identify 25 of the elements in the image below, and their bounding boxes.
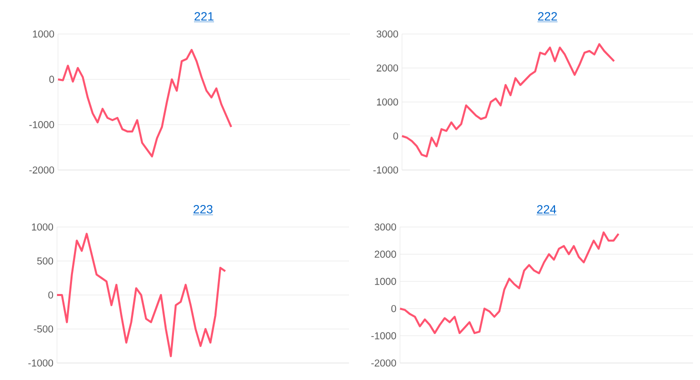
y-tick-label: 0 [393,132,398,140]
y-tick-label: 2000 [374,250,396,258]
y-tick-label: 0 [391,305,396,312]
y-tick-label: 1000 [374,278,396,285]
y-tick-label: -2000 [371,359,396,367]
y-tick-label: 0 [48,291,54,299]
y-tick-label: 3000 [376,30,398,38]
y-tick-label: 1000 [376,98,398,106]
y-tick-label: -1000 [28,359,54,367]
y-tick-label: -1000 [29,121,54,128]
y-tick-label: -500 [34,325,54,333]
y-tick-label: 1000 [32,30,54,38]
y-tick-label: 3000 [374,223,396,231]
line-series [399,231,620,334]
y-tick-label: 500 [37,257,54,265]
y-tick-label: -1000 [371,332,396,340]
chart-title: 221 [194,12,214,20]
y-tick-label: 0 [49,76,54,83]
y-tick-label: -1000 [373,166,398,174]
y-tick-label: -2000 [29,166,54,174]
chart-title: 224 [537,205,556,214]
chart-title: 222 [538,12,557,20]
chart-title: 223 [194,204,212,214]
y-tick-label: 2000 [376,64,398,72]
y-tick-label: 1000 [32,223,54,231]
